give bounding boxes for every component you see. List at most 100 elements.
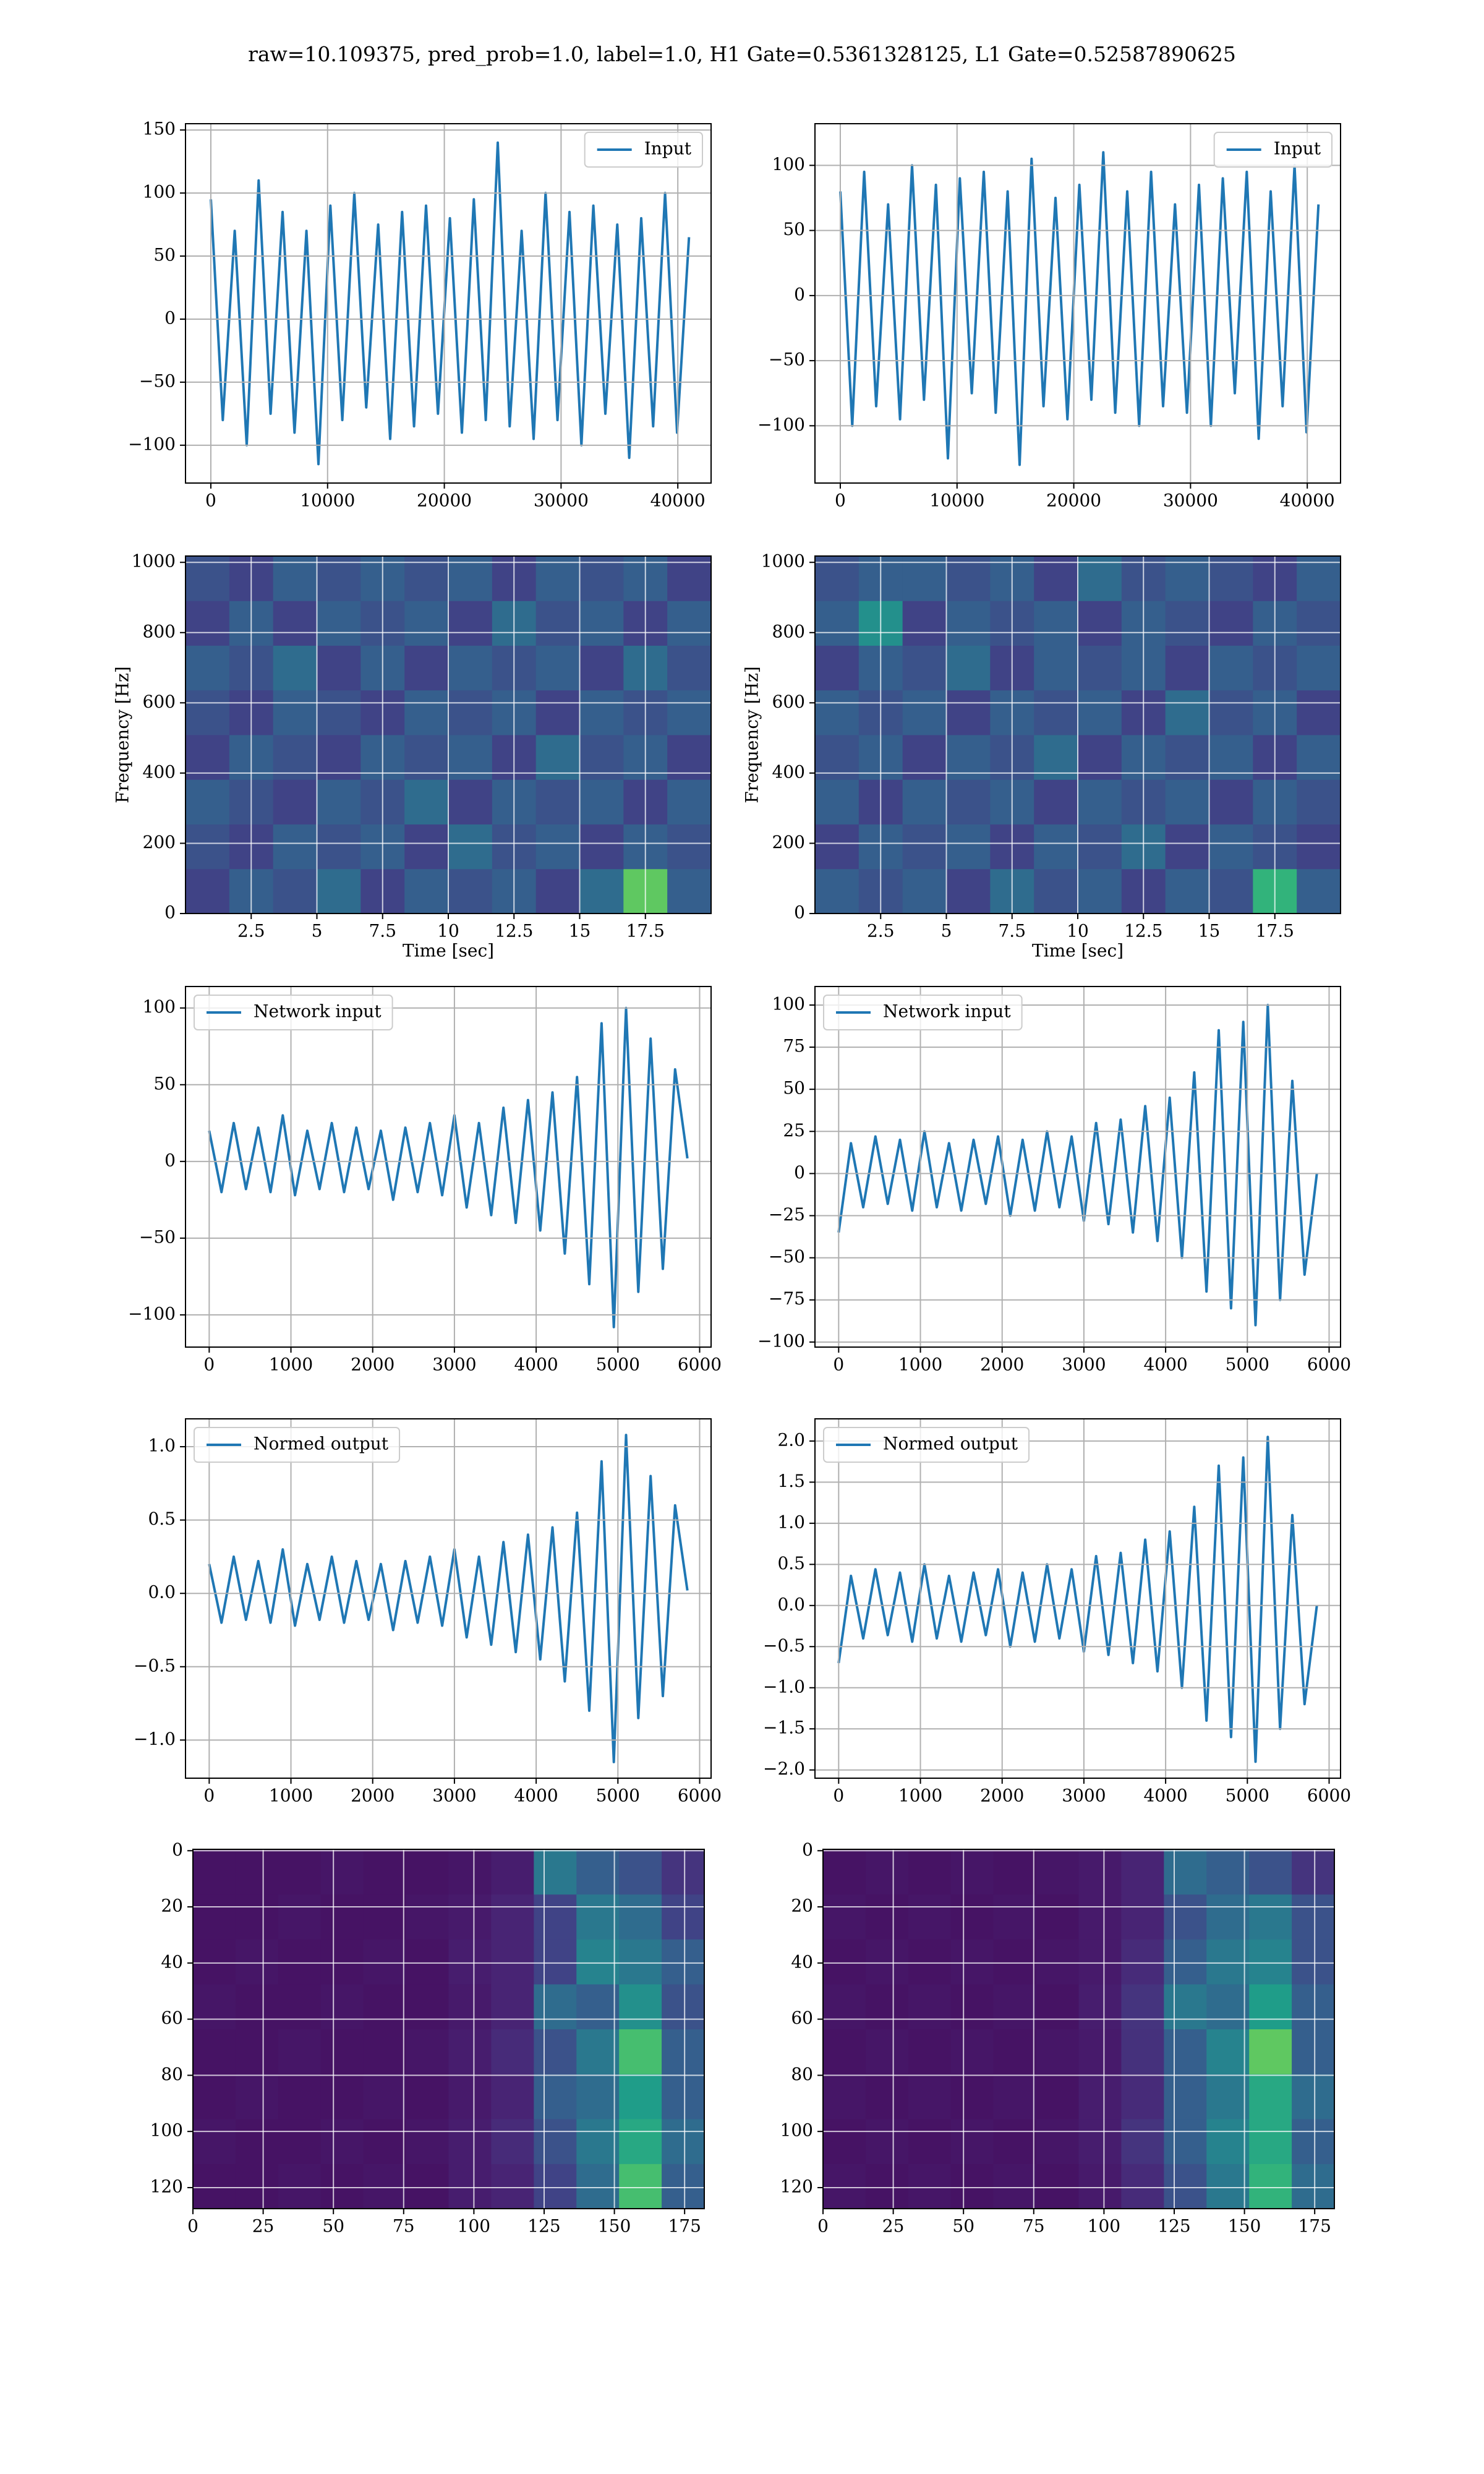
- heatmap-cell: [950, 2118, 994, 2164]
- heatmap-cell: [579, 556, 624, 601]
- heatmap-cell: [535, 824, 580, 870]
- heatmap-cell: [1036, 1939, 1079, 1985]
- y-tick-label: 600: [143, 691, 176, 712]
- heatmap-cell: [534, 1849, 577, 1895]
- heatmap-cell: [1206, 2164, 1250, 2209]
- x-tick-label: 1000: [269, 1355, 313, 1375]
- heatmap-cell: [902, 824, 947, 870]
- heatmap-cell: [406, 1939, 449, 1985]
- heatmap-cell: [946, 556, 991, 601]
- x-tick-label: 0: [203, 1355, 215, 1375]
- heatmap-cell: [1206, 1894, 1250, 1940]
- x-tick-label: 2000: [980, 1786, 1024, 1806]
- heatmap-cell: [619, 1984, 662, 2029]
- heatmap-cell: [320, 2164, 364, 2209]
- heatmap-cell: [579, 824, 624, 870]
- heatmap-cell: [1297, 735, 1341, 780]
- signal-line: [208, 1434, 689, 1763]
- y-tick-label: 100: [780, 2120, 813, 2141]
- heatmap-cell: [193, 2118, 236, 2164]
- plot-area: [823, 1849, 1334, 2209]
- heatmap-cell: [534, 2164, 577, 2209]
- heatmap-cell: [579, 690, 624, 735]
- y-tick-label: −50: [139, 1226, 176, 1247]
- heatmap-cell: [1206, 2118, 1250, 2164]
- heatmap-cell: [1121, 1939, 1164, 1985]
- heatmap-cell: [448, 2029, 492, 2074]
- y-tick-label: 100: [772, 154, 805, 174]
- heatmap-cell: [535, 735, 580, 780]
- axes-frame: [185, 123, 712, 484]
- x-tick-label: 175: [1298, 2216, 1331, 2236]
- y-tick-label: −2.0: [763, 1758, 805, 1779]
- x-tick-label: 2000: [351, 1355, 394, 1375]
- y-tick-label: 200: [143, 832, 176, 852]
- heatmap-cell: [535, 556, 580, 601]
- plot-area: [186, 1419, 711, 1778]
- heatmap-cell: [193, 2074, 236, 2120]
- x-tick-label: 2000: [351, 1786, 394, 1806]
- y-tick-label: 75: [783, 1036, 805, 1056]
- x-tick-label: 15: [569, 921, 591, 941]
- heatmap-cell: [1034, 779, 1078, 824]
- heatmap-cell: [404, 645, 449, 691]
- heatmap-cell: [815, 735, 859, 780]
- heatmap-cell: [908, 1984, 952, 2029]
- y-tick-label: 200: [772, 832, 805, 852]
- heatmap-cell: [662, 1939, 704, 1985]
- heatmap-cell: [363, 1984, 407, 2029]
- heatmap-cell: [823, 1894, 866, 1940]
- y-tick-label: −50: [769, 1246, 805, 1267]
- y-tick-label: 120: [780, 2176, 813, 2196]
- y-tick-label: 80: [791, 2064, 813, 2084]
- x-tick-label: 1000: [269, 1786, 313, 1806]
- y-tick-label: −100: [128, 1303, 176, 1324]
- heatmap-cell: [619, 1849, 662, 1895]
- heatmap-cell: [1206, 1984, 1250, 2029]
- heatmap-cell: [815, 556, 859, 601]
- heatmap-cell: [1078, 1939, 1122, 1985]
- heatmap-cell: [950, 2074, 994, 2120]
- legend: Network input: [823, 995, 1023, 1030]
- y-tick-label: 1000: [132, 551, 176, 571]
- legend-box: [194, 1427, 401, 1463]
- x-tick-label: 10: [437, 921, 459, 941]
- heatmap-cell: [448, 645, 493, 691]
- legend: Normed output: [823, 1427, 1030, 1463]
- heatmap-cell: [1209, 645, 1253, 691]
- heatmap-cell: [667, 824, 711, 870]
- heatmap-cell: [273, 690, 317, 735]
- heatmap-cell: [278, 1939, 322, 1985]
- signal-line: [837, 1004, 1318, 1327]
- heatmap-cell: [619, 2164, 662, 2209]
- heatmap-cell: [406, 1849, 449, 1895]
- heatmap-cell: [193, 2029, 236, 2074]
- heatmap-cell: [865, 2164, 909, 2209]
- subplot: 0 1000 2000 3000 4000 5000 6000 −100 −75 −50 −25 0 2…: [757, 986, 1351, 1375]
- plot-area: [186, 556, 711, 914]
- heatmap-cell: [865, 2118, 909, 2164]
- heatmap-cell: [946, 779, 991, 824]
- heatmap-cell: [1292, 1939, 1334, 1985]
- x-tick-label: 6000: [678, 1786, 722, 1806]
- heatmap-cell: [235, 2029, 279, 2074]
- heatmap-cell: [950, 2164, 994, 2209]
- legend-label: Network input: [883, 1001, 1011, 1022]
- heatmap-cell: [1034, 735, 1078, 780]
- heatmap-cell: [534, 2118, 577, 2164]
- subplot: 0 1000 2000 3000 4000 5000 6000 −100 −50 0 50 100 Ne…: [128, 986, 722, 1375]
- x-axis-label: Time [sec]: [1032, 941, 1124, 961]
- x-tick-label: 5: [941, 921, 952, 941]
- heatmap-cell: [902, 779, 947, 824]
- y-tick-label: 400: [772, 761, 805, 782]
- heatmap-cell: [320, 2118, 364, 2164]
- heatmap-cell: [273, 645, 317, 691]
- heatmap-cell: [823, 2164, 866, 2209]
- heatmap-cell: [1078, 690, 1122, 735]
- x-tick-label: 5000: [1226, 1786, 1269, 1806]
- heatmap-cell: [993, 2118, 1037, 2164]
- x-tick-label: 100: [458, 2216, 490, 2236]
- heatmap-cell: [406, 2029, 449, 2074]
- heatmap-cell: [404, 601, 449, 646]
- heatmap-cell: [406, 1894, 449, 1940]
